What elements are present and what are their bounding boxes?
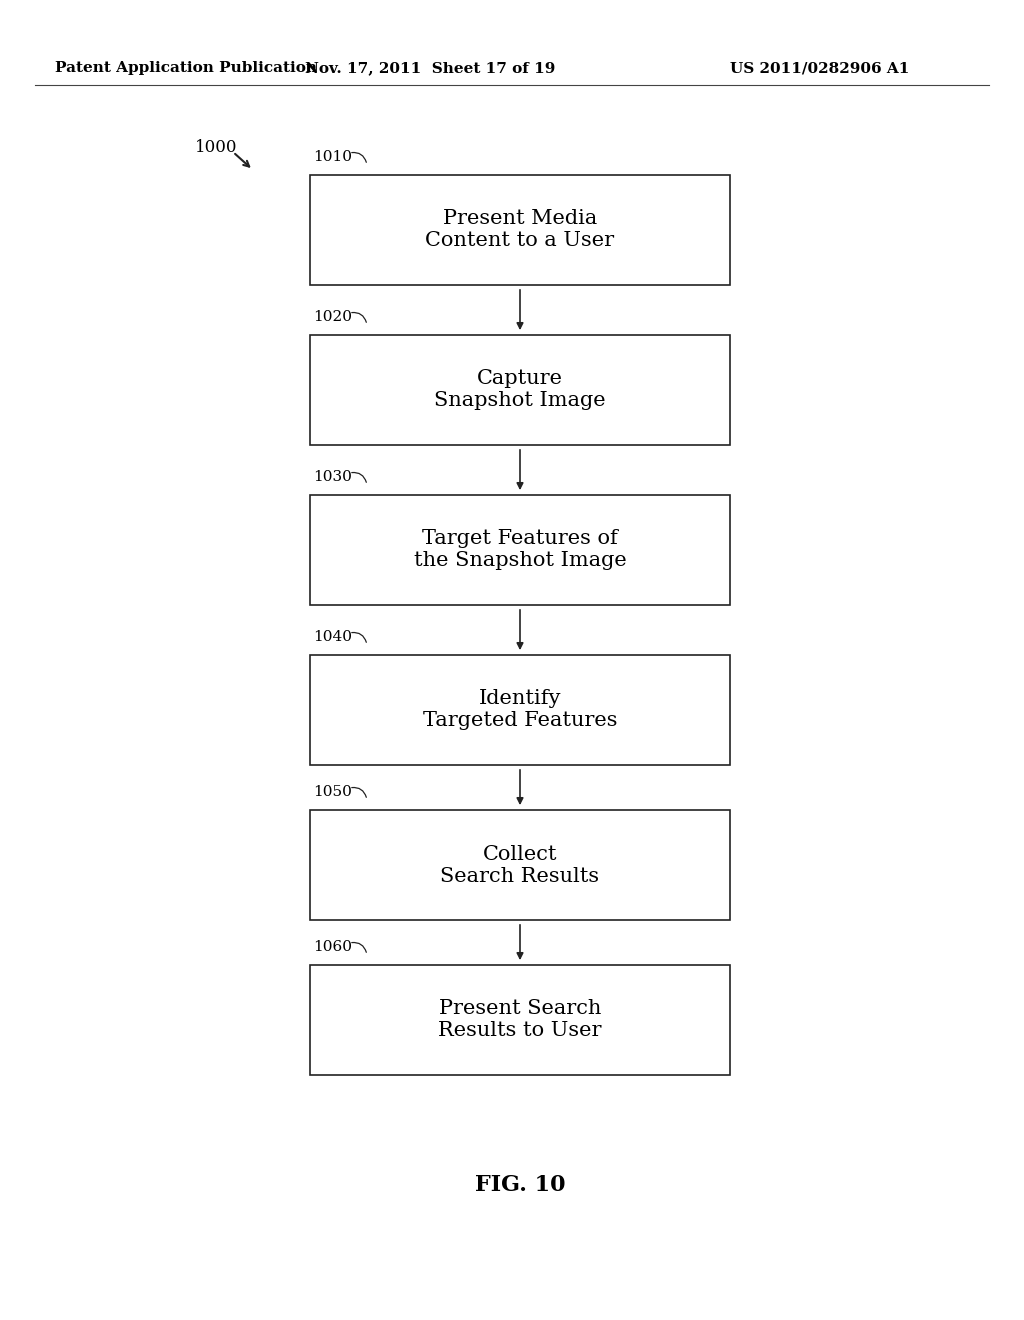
Text: 1020: 1020 [313, 310, 352, 323]
Text: Target Features of
the Snapshot Image: Target Features of the Snapshot Image [414, 529, 627, 570]
Bar [310, 335, 730, 445]
Text: 1050: 1050 [313, 785, 352, 799]
Text: 1000: 1000 [195, 140, 238, 157]
Bar [310, 176, 730, 285]
Text: Patent Application Publication: Patent Application Publication [55, 61, 317, 75]
Text: 1010: 1010 [313, 150, 352, 164]
Text: Present Media
Content to a User: Present Media Content to a User [425, 210, 614, 251]
Bar [310, 965, 730, 1074]
Text: 1030: 1030 [313, 470, 352, 484]
Text: FIG. 10: FIG. 10 [475, 1173, 565, 1196]
Bar [310, 655, 730, 766]
Text: Capture
Snapshot Image: Capture Snapshot Image [434, 370, 606, 411]
Text: Collect
Search Results: Collect Search Results [440, 845, 600, 886]
Text: Identify
Targeted Features: Identify Targeted Features [423, 689, 617, 730]
Bar [310, 495, 730, 605]
Text: 1060: 1060 [313, 940, 352, 954]
Text: Present Search
Results to User: Present Search Results to User [438, 999, 602, 1040]
Text: Nov. 17, 2011  Sheet 17 of 19: Nov. 17, 2011 Sheet 17 of 19 [305, 61, 555, 75]
Text: US 2011/0282906 A1: US 2011/0282906 A1 [730, 61, 909, 75]
Bar [310, 810, 730, 920]
Text: 1040: 1040 [313, 630, 352, 644]
